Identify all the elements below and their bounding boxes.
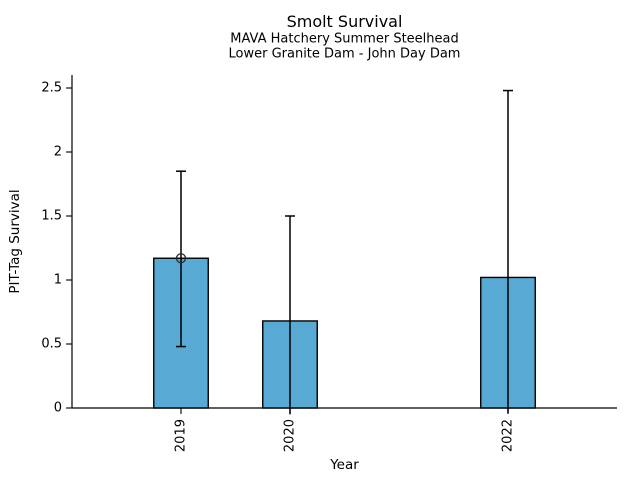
point-marker-circle (175, 253, 187, 264)
plot-area: 0 0.5 1 1.5 2 2.5 2019 2020 2022 (41, 75, 617, 452)
y-tick-label: 2.5 (41, 81, 62, 96)
chart-title: Smolt Survival (287, 12, 403, 31)
chart-subtitle-2: Lower Granite Dam - John Day Dam (229, 47, 461, 62)
x-tick-label: 2020 (283, 419, 298, 452)
x-axis-label: Year (329, 457, 359, 473)
y-tick-label: 0 (54, 401, 62, 416)
y-tick-label: 0.5 (41, 337, 62, 352)
y-tick-label: 2 (54, 145, 62, 160)
y-tick-label: 1.5 (41, 209, 62, 224)
chart-subtitle-1: MAVA Hatchery Summer Steelhead (230, 32, 458, 47)
x-tick-label: 2019 (174, 419, 189, 452)
y-tick-label: 1 (54, 273, 62, 288)
y-axis-label: PIT-Tag Survival (7, 189, 23, 293)
x-tick-label: 2022 (501, 419, 516, 452)
